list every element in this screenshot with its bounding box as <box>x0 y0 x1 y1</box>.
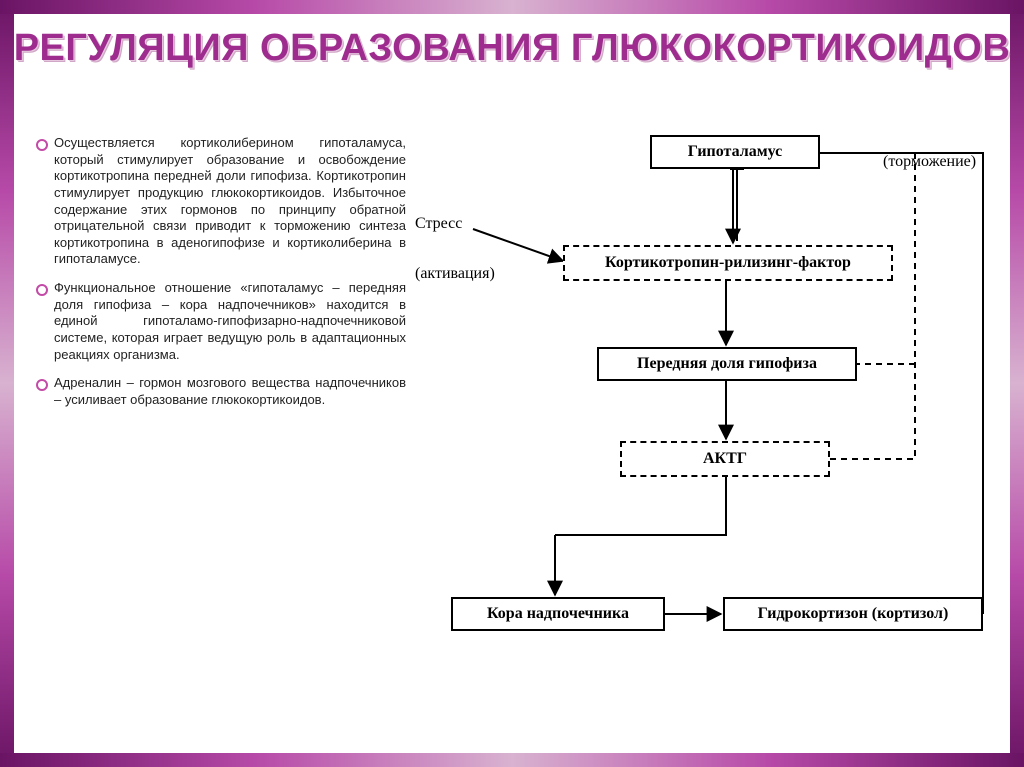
bullet-item: Адреналин – гормон мозгового вещества на… <box>36 375 406 408</box>
label-stress: Стресс <box>415 215 462 233</box>
node-acth: АКТГ <box>620 441 830 477</box>
bullet-item: Функциональное отношение «гипоталамус – … <box>36 280 406 363</box>
slide: РЕГУЛЯЦИЯ ОБРАЗОВАНИЯ ГЛЮКОКОРТИКОИДОВ О… <box>0 0 1024 767</box>
node-crh: Кортикотропин-рилизинг-фактор <box>563 245 893 281</box>
diagram-edges <box>415 135 995 725</box>
node-hydrocortisone: Гидрокортизон (кортизол) <box>723 597 983 631</box>
node-anterior-pituitary: Передняя доля гипофиза <box>597 347 857 381</box>
flow-diagram: Гипоталамус Кортикотропин-рилизинг-факто… <box>415 135 995 725</box>
bullet-item: Осуществляется кортиколиберином гипотала… <box>36 135 406 268</box>
slide-title: РЕГУЛЯЦИЯ ОБРАЗОВАНИЯ ГЛЮКОКОРТИКОИДОВ <box>0 28 1024 69</box>
bullet-list: Осуществляется кортиколиберином гипотала… <box>36 135 406 420</box>
node-hypothalamus: Гипоталамус <box>650 135 820 169</box>
label-activation: (активация) <box>415 265 495 283</box>
node-adrenal-cortex: Кора надпочечника <box>451 597 665 631</box>
label-inhibition: (торможение) <box>883 153 976 171</box>
